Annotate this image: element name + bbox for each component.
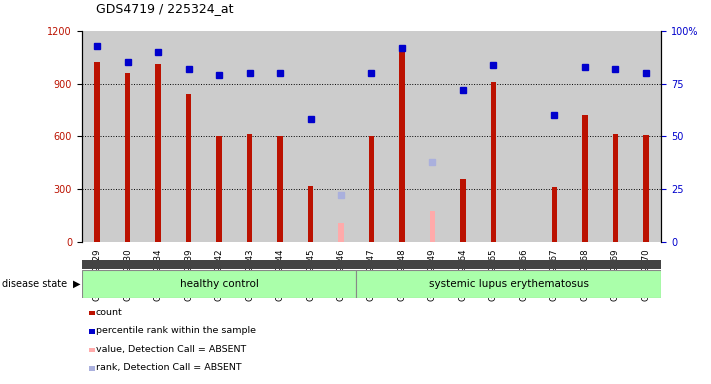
Bar	[539, 31, 570, 242]
Bar	[509, 31, 539, 242]
Bar	[308, 185, 314, 242]
Bar	[369, 136, 374, 242]
Bar	[613, 134, 619, 242]
Bar	[143, 31, 173, 242]
Text: healthy control: healthy control	[180, 279, 258, 289]
Bar	[552, 187, 557, 242]
Bar	[570, 31, 600, 242]
Bar	[417, 31, 448, 242]
Bar	[491, 82, 496, 242]
Bar	[277, 136, 283, 242]
Bar	[155, 64, 161, 242]
Bar	[448, 31, 479, 242]
Bar	[400, 52, 405, 242]
Bar	[338, 223, 343, 242]
Bar	[600, 31, 631, 242]
Bar	[234, 31, 264, 242]
Bar	[124, 73, 130, 242]
Bar	[95, 63, 100, 242]
Bar	[429, 211, 435, 242]
Bar	[295, 31, 326, 242]
Text: value, Detection Call = ABSENT: value, Detection Call = ABSENT	[96, 344, 246, 354]
Bar	[247, 134, 252, 242]
Bar	[582, 115, 588, 242]
Bar	[112, 31, 143, 242]
Bar	[387, 31, 417, 242]
Bar	[479, 31, 509, 242]
Bar	[216, 136, 222, 242]
Bar	[82, 270, 356, 298]
Bar	[173, 31, 204, 242]
Bar	[631, 31, 661, 242]
Bar	[460, 179, 466, 242]
Bar	[264, 31, 295, 242]
Text: disease state: disease state	[2, 279, 68, 289]
Text: count: count	[96, 308, 122, 317]
Bar	[326, 31, 356, 242]
Bar	[82, 31, 112, 242]
Text: rank, Detection Call = ABSENT: rank, Detection Call = ABSENT	[96, 363, 241, 372]
Text: percentile rank within the sample: percentile rank within the sample	[96, 326, 256, 335]
Text: GDS4719 / 225324_at: GDS4719 / 225324_at	[96, 2, 233, 15]
Bar	[356, 270, 661, 298]
Bar	[204, 31, 234, 242]
Bar	[356, 31, 387, 242]
Bar	[643, 136, 648, 242]
Text: ▶: ▶	[73, 279, 81, 289]
Text: systemic lupus erythematosus: systemic lupus erythematosus	[429, 279, 589, 289]
Bar	[186, 94, 191, 242]
